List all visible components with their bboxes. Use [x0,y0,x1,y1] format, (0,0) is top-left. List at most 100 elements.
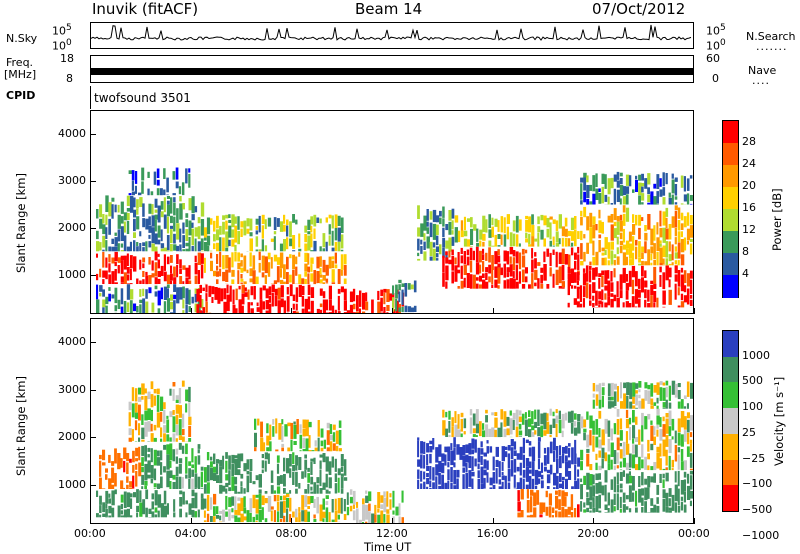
heatmap-cell [199,310,202,313]
heatmap-cell [313,457,316,464]
heatmap-cell [310,250,314,252]
heatmap-cell [659,417,662,427]
heatmap-cell [264,219,267,230]
heatmap-cell [583,177,587,191]
heatmap-cell [163,444,167,450]
heatmap-cell [426,478,430,485]
heatmap-cell [534,258,537,269]
heatmap-cell [156,388,160,395]
heatmap-cell [589,510,592,513]
heatmap-cell [150,478,154,484]
heatmap-cell [674,227,677,237]
heatmap-cell [270,510,273,522]
heatmap-cell [166,419,170,433]
heatmap-cell [154,514,158,518]
heatmap-cell [105,240,108,252]
heatmap-cell [423,251,427,261]
heatmap-cell [200,253,204,264]
heatmap-cell [531,432,535,437]
heatmap-cell [592,485,595,497]
heatmap-cell [154,285,158,290]
heatmap-cell [329,435,334,441]
heatmap-cell [638,488,642,503]
heatmap-cell [310,496,314,503]
x-tick-label: 04:00 [174,527,207,540]
heatmap-cell [255,230,259,235]
heatmap-cell [558,266,562,284]
heatmap-cell [392,516,395,523]
heatmap-cell [545,490,548,498]
heatmap-cell [126,284,131,300]
heatmap-cell [243,463,247,472]
heatmap-cell [136,208,139,215]
heatmap-cell [653,183,657,189]
heatmap-cell [586,472,590,490]
heatmap-cell [528,469,532,474]
heatmap-cell [543,466,547,472]
heatmap-cell [308,421,312,428]
heatmap-cell [217,287,221,304]
heatmap-cell [219,510,223,514]
heatmap-cell [451,255,455,271]
y-tick-label: 2000 [58,430,86,444]
power-heatmap [96,167,693,313]
heatmap-cell [298,233,301,248]
heatmap-cell [316,217,320,223]
heatmap-cell [150,381,154,390]
heatmap-cell [340,254,344,270]
heatmap-cell [228,509,231,521]
heatmap-cell [188,289,191,305]
heatmap-cell [126,484,129,489]
heatmap-cell [662,489,666,499]
heatmap-cell [576,301,580,308]
heatmap-cell [598,291,602,300]
heatmap-cell [610,241,614,250]
heatmap-cell [276,218,280,227]
heatmap-cell [420,223,424,237]
heatmap-cell [281,425,284,442]
heatmap-cell [628,417,632,425]
heatmap-cell [689,225,693,238]
heatmap-cell [289,497,292,512]
heatmap-cell [134,185,137,194]
heatmap-cell [631,296,635,308]
heatmap-cell [641,459,644,469]
heatmap-cell [570,242,574,247]
heatmap-cell [136,199,139,209]
heatmap-cell [683,270,687,283]
heatmap-cell [494,251,498,265]
heatmap-cell [194,238,197,252]
heatmap-cell [129,241,132,252]
heatmap-cell [626,382,630,395]
power-colorbar-label: Power [dB] [770,188,784,251]
heatmap-cell [213,493,217,505]
heatmap-cell [310,300,314,313]
heatmap-cell [343,499,346,512]
heatmap-cell [304,298,308,313]
heatmap-cell [662,172,665,187]
heatmap-cell [120,226,124,241]
heatmap-cell [659,458,662,471]
heatmap-cell [328,477,332,489]
heatmap-cell [319,303,323,308]
heatmap-cell [482,233,486,241]
heatmap-cell [656,397,659,404]
heatmap-cell [346,492,349,505]
heatmap-cell [616,452,619,464]
heatmap-cell [592,420,595,435]
heatmap-cell [686,419,690,433]
heatmap-cell [546,413,549,421]
heatmap-cell [276,266,280,283]
heatmap-cell [576,272,580,281]
heatmap-cell [380,312,384,313]
colorbar-segment [723,143,738,166]
heatmap-cell [592,393,595,398]
heatmap-cell [543,430,547,436]
heatmap-cell [188,468,191,479]
heatmap-cell [500,409,504,420]
heatmap-cell [689,470,693,475]
heatmap-cell [340,270,343,276]
heatmap-region-11 [454,214,580,247]
heatmap-cell [628,508,632,513]
heatmap-cell [259,287,263,300]
